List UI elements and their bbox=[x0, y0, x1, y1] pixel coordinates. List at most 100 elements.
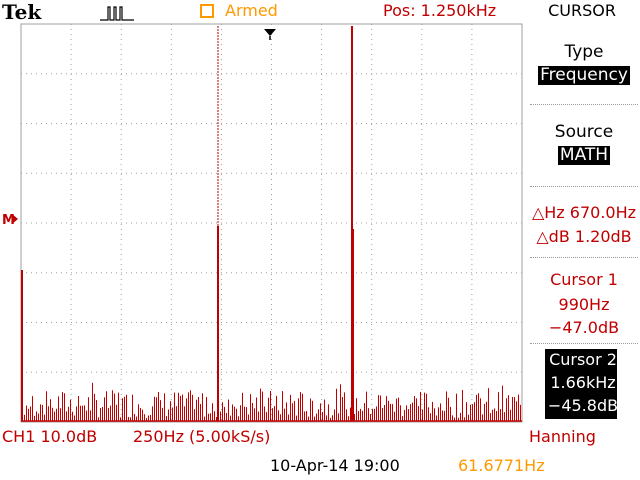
type-button[interactable]: Frequency bbox=[528, 66, 640, 85]
noise-bin bbox=[370, 413, 371, 421]
noise-bin bbox=[208, 413, 209, 421]
cursor2-button[interactable] bbox=[545, 349, 617, 419]
noise-bin bbox=[348, 416, 349, 421]
noise-bin bbox=[336, 388, 337, 421]
noise-bin bbox=[322, 411, 323, 421]
noise-bin bbox=[274, 406, 275, 421]
noise-bin bbox=[420, 391, 421, 421]
noise-bin bbox=[362, 410, 363, 421]
noise-bin bbox=[138, 404, 139, 421]
noise-bin bbox=[116, 404, 117, 421]
noise-bin bbox=[82, 405, 83, 421]
noise-bin bbox=[392, 404, 393, 421]
noise-bin bbox=[56, 408, 57, 421]
noise-bin bbox=[356, 398, 357, 421]
noise-bin bbox=[268, 397, 269, 421]
noise-bin bbox=[66, 411, 67, 421]
noise-bin bbox=[132, 394, 133, 421]
noise-bin bbox=[162, 407, 163, 421]
noise-bin bbox=[172, 407, 173, 421]
noise-bin bbox=[40, 404, 41, 421]
noise-bin bbox=[418, 406, 419, 421]
noise-bin bbox=[472, 404, 473, 421]
noise-bin bbox=[58, 396, 59, 421]
noise-bin bbox=[276, 395, 277, 421]
noise-bin bbox=[254, 408, 255, 421]
noise-bin bbox=[398, 397, 399, 421]
noise-bin bbox=[428, 407, 429, 421]
noise-bin bbox=[32, 396, 33, 421]
noise-bin bbox=[238, 416, 239, 421]
noise-bin bbox=[42, 404, 43, 421]
noise-bin bbox=[202, 393, 203, 421]
noise-bin bbox=[136, 416, 137, 421]
noise-bin bbox=[516, 401, 517, 421]
noise-bin bbox=[456, 393, 457, 421]
noise-bin bbox=[212, 403, 213, 421]
noise-bin bbox=[518, 394, 519, 421]
noise-bin bbox=[278, 410, 279, 421]
noise-bin bbox=[400, 405, 401, 421]
noise-bin bbox=[416, 398, 417, 421]
trigger-status: Armed bbox=[225, 1, 278, 20]
noise-bin bbox=[368, 408, 369, 421]
noise-bin bbox=[260, 388, 261, 421]
cursor1-label[interactable]: Cursor 1 bbox=[550, 270, 618, 289]
noise-bin bbox=[292, 403, 293, 421]
noise-bin bbox=[124, 396, 125, 421]
noise-bin bbox=[28, 408, 29, 421]
noise-bin bbox=[320, 403, 321, 421]
noise-bin bbox=[476, 394, 477, 421]
noise-bin bbox=[492, 409, 493, 421]
noise-bin bbox=[86, 410, 87, 421]
noise-bin bbox=[290, 394, 291, 421]
noise-bin bbox=[390, 403, 391, 421]
noise-bin bbox=[76, 406, 77, 421]
noise-bin bbox=[408, 409, 409, 421]
armed-indicator-box bbox=[200, 4, 214, 18]
noise-bin bbox=[296, 415, 297, 421]
noise-bin bbox=[242, 392, 243, 421]
noise-bin bbox=[110, 405, 111, 421]
noise-bin bbox=[148, 415, 149, 421]
noise-bin bbox=[394, 411, 395, 421]
noise-bin bbox=[252, 402, 253, 421]
noise-bin bbox=[486, 401, 487, 421]
noise-bin bbox=[90, 410, 91, 421]
noise-bin bbox=[118, 392, 119, 421]
noise-bin bbox=[286, 402, 287, 421]
noise-bin bbox=[30, 406, 31, 421]
noise-bin bbox=[78, 395, 79, 421]
noise-bin bbox=[26, 405, 27, 421]
noise-bin bbox=[228, 399, 229, 421]
noise-bin bbox=[192, 394, 193, 421]
noise-bin bbox=[70, 399, 71, 421]
noise-bin bbox=[108, 407, 109, 421]
noise-bin bbox=[482, 414, 483, 421]
noise-bin bbox=[324, 399, 325, 421]
noise-bin bbox=[226, 413, 227, 421]
noise-bin bbox=[464, 417, 465, 421]
noise-bin bbox=[60, 408, 61, 421]
delta-db-readout: △dB 1.20dB bbox=[536, 227, 632, 246]
date-time: 10-Apr-14 19:00 bbox=[270, 456, 400, 475]
noise-bin bbox=[46, 391, 47, 421]
noise-bin bbox=[280, 414, 281, 421]
delta-hz-readout: △Hz 670.0Hz bbox=[531, 203, 637, 222]
noise-bin bbox=[384, 404, 385, 421]
noise-bin bbox=[114, 393, 115, 421]
menu-separator bbox=[530, 257, 638, 258]
brand-logo: Tek bbox=[2, 0, 42, 24]
noise-bin bbox=[470, 404, 471, 421]
noise-bin bbox=[270, 390, 271, 421]
noise-bin bbox=[490, 413, 491, 421]
noise-bin bbox=[144, 414, 145, 421]
noise-bin bbox=[310, 398, 311, 421]
noise-bin bbox=[508, 395, 509, 421]
noise-bin bbox=[130, 417, 131, 421]
noise-bin bbox=[436, 415, 437, 421]
source-button[interactable]: MATH bbox=[528, 146, 640, 165]
noise-bin bbox=[380, 395, 381, 421]
noise-bin bbox=[256, 397, 257, 421]
